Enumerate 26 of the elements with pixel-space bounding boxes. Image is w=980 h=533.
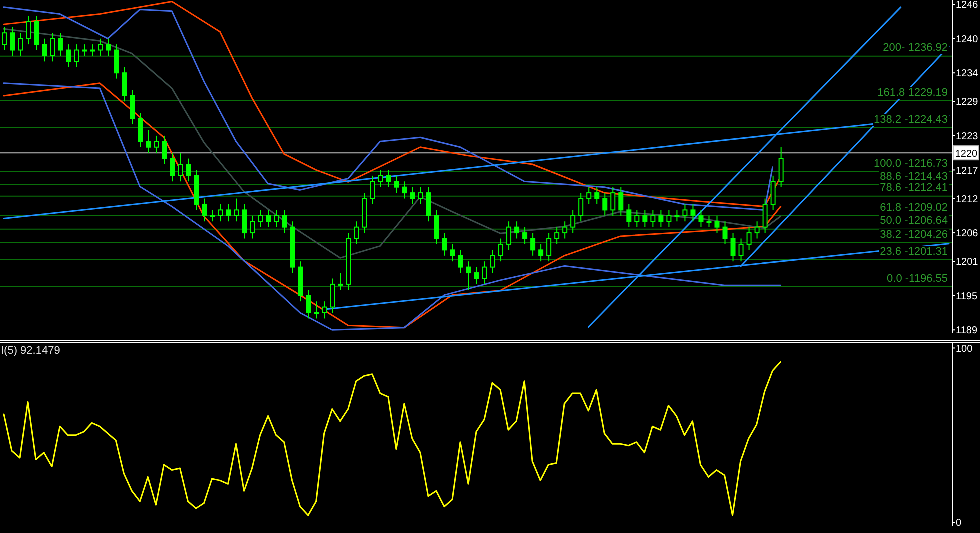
annotation: 100.0 -1216.73 [872, 158, 949, 170]
annotation: 38.2 -1204.26 [879, 228, 949, 241]
y-tick-label: 1229 [956, 97, 979, 108]
y-tick-label: 1212 [956, 194, 979, 206]
annotation: 23.6 -1201.31 [879, 246, 949, 258]
y-tick-label: 1195 [956, 291, 978, 302]
y-tick-label: 1217 [956, 166, 979, 177]
y-tick-label: 1206 [956, 228, 979, 240]
annotation: 78.6 -1212.41 [879, 182, 949, 194]
ref-line-label: 1220 [955, 149, 978, 160]
annotation: 50.0 -1206.64 [879, 215, 949, 228]
y-tick-label: 1201 [956, 257, 979, 268]
y-tick-label: 1246 [956, 0, 979, 12]
annotation: 0.0 -1196.55 [886, 273, 949, 286]
annotation: 138.2 -1224.43 [872, 114, 949, 126]
y-tick-label: 1189 [956, 326, 978, 337]
annotation: 161.8 1229.19 [876, 86, 949, 99]
y-tick-label: 1234 [956, 68, 979, 80]
y-tick-label: 100 [956, 344, 974, 355]
annotation: 88.6 -1214.43 [879, 170, 949, 183]
annotation: 61.8 -1209.02 [879, 202, 949, 214]
y-tick-label: 0 [956, 518, 962, 530]
y-tick-label: 1240 [956, 34, 979, 46]
annotation: I(5) 92.1479 [1, 345, 60, 357]
annotation: 200- 1236.92 [882, 42, 949, 54]
y-tick-label: 1223 [956, 131, 979, 142]
